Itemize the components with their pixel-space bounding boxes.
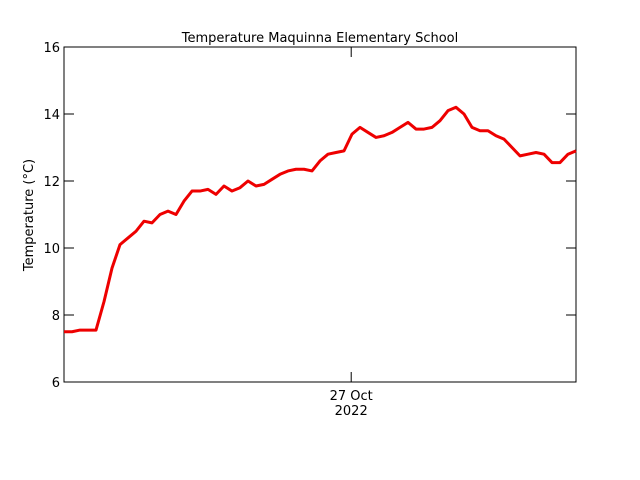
y-tick-label: 14 (43, 108, 60, 123)
y-tick-label: 6 (52, 376, 60, 391)
chart-title: Temperature Maquinna Elementary School (181, 31, 458, 46)
plot-frame (63, 46, 577, 383)
y-tick-label: 8 (52, 309, 60, 324)
y-tick-label: 16 (43, 41, 60, 56)
x-tick-label: 27 Oct 2022 (330, 389, 373, 419)
y-tick-label: 12 (43, 175, 60, 190)
y-tick-label: 10 (43, 242, 60, 257)
y-axis-label: Temperature (°C) (22, 159, 37, 272)
data-line (64, 105, 577, 334)
